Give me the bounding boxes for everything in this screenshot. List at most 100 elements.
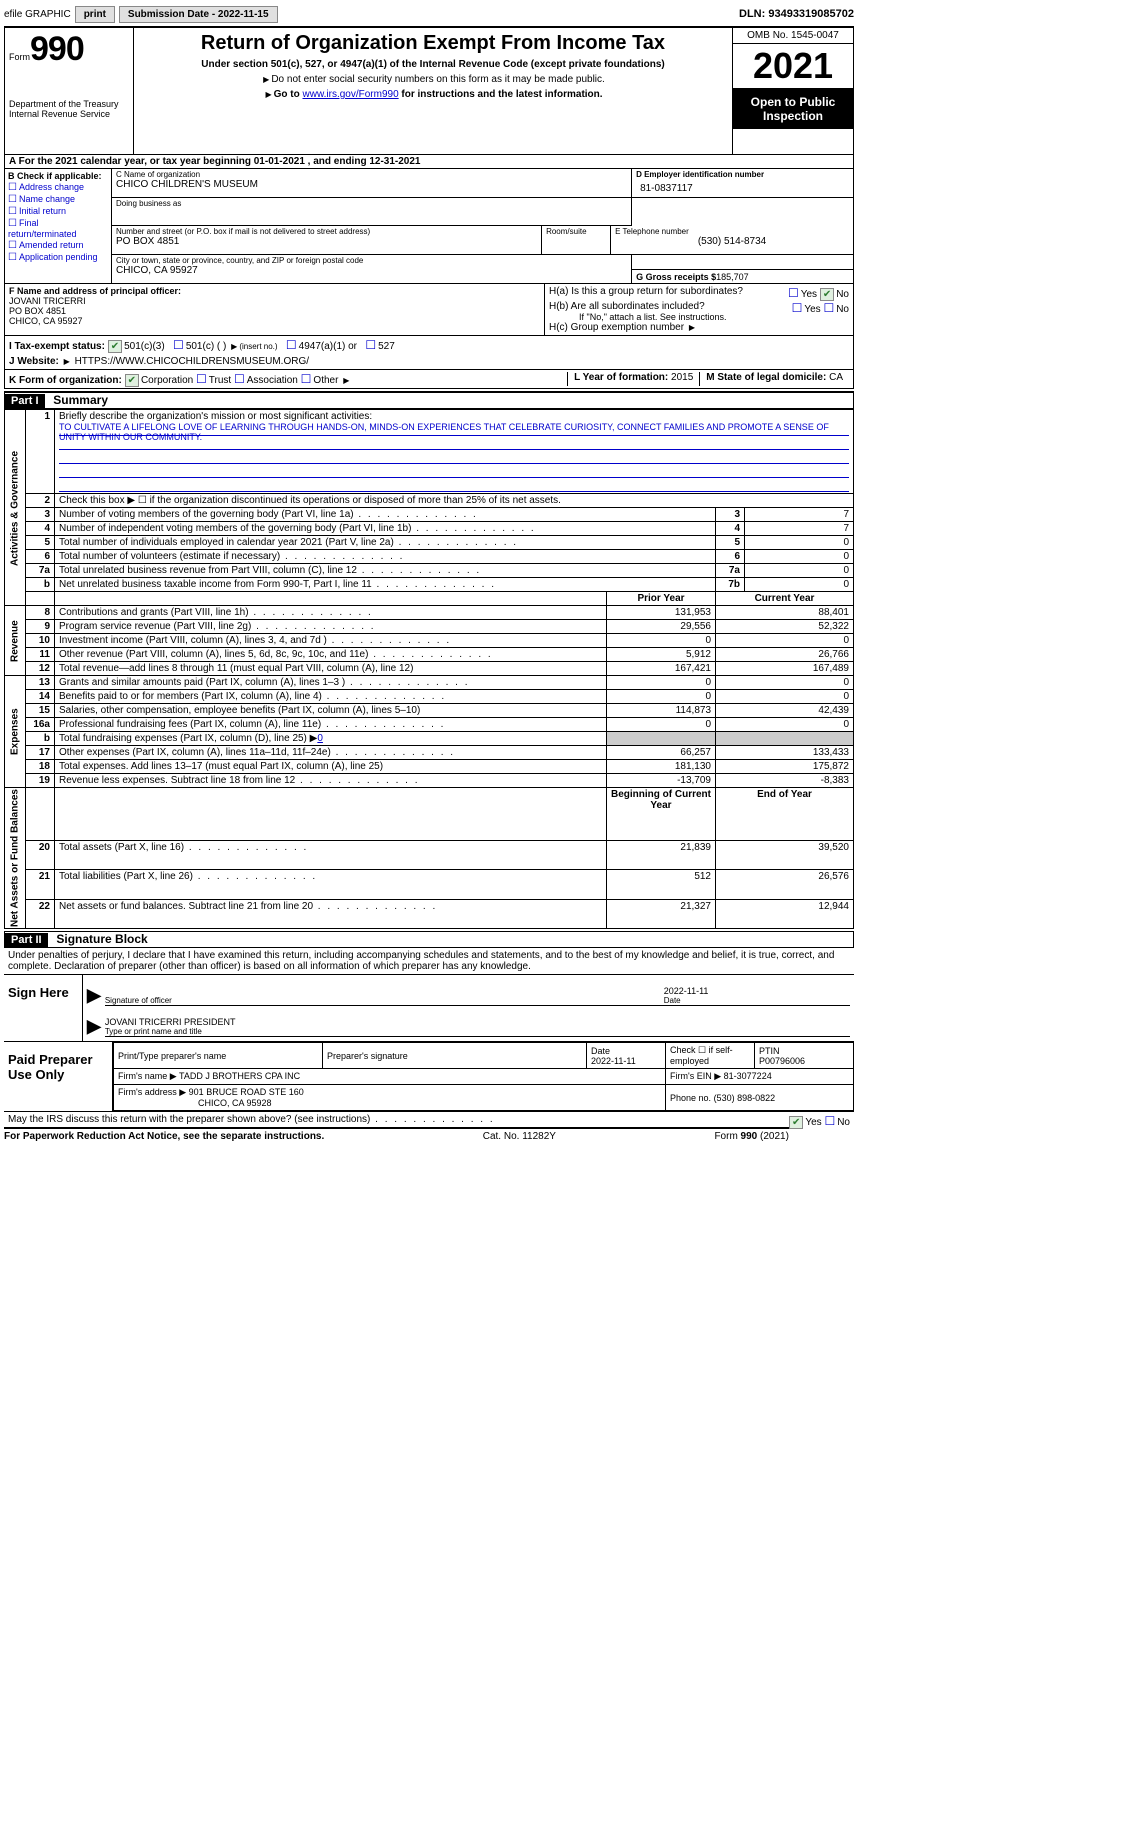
tax-year: 2021 [733, 44, 853, 89]
arrow-icon [229, 341, 239, 352]
website-value: HTTPS://WWW.CHICOCHILDRENSMUSEUM.ORG/ [75, 356, 309, 367]
side-na: Net Assets or Fund Balances [5, 788, 26, 929]
form-id: Form 990 (2021) [714, 1131, 788, 1142]
open-to-inspection: Open to Public Inspection [733, 89, 853, 129]
entity-block: B Check if applicable: Address change Na… [4, 169, 854, 284]
part2-title: Signature Block [50, 932, 147, 946]
prep-name-hdr: Print/Type preparer's name [114, 1043, 323, 1069]
firm-address: Firm's address ▶ 901 BRUCE ROAD STE 160C… [114, 1085, 666, 1111]
principal-officer: F Name and address of principal officer:… [5, 284, 544, 335]
prep-ptin: PTINP00796006 [755, 1043, 854, 1069]
signature-date: 2022-11-11 Date [664, 979, 850, 1006]
header-middle: Return of Organization Exempt From Incom… [134, 28, 732, 154]
row-a-tax-year: A For the 2021 calendar year, or tax yea… [4, 155, 854, 169]
chk-other[interactable] [301, 375, 314, 386]
mission-cell: Briefly describe the organization's miss… [55, 410, 854, 494]
side-rev: Revenue [5, 606, 26, 676]
officer-group-row: F Name and address of principal officer:… [4, 284, 854, 336]
arrow-icon [341, 375, 351, 386]
dln-label: DLN: 93493319085702 [739, 8, 854, 20]
part2-label: Part II [5, 933, 48, 947]
room-label: Room/suite [546, 227, 606, 236]
header-right: OMB No. 1545-0047 2021 Open to Public In… [732, 28, 853, 154]
gross-receipts-cell: G Gross receipts $185,707 [632, 255, 853, 283]
chk-initial-return[interactable]: Initial return [8, 206, 108, 217]
firm-name: Firm's name ▶ TADD J BROTHERS CPA INC [114, 1069, 666, 1085]
line16b: Total fundraising expenses (Part IX, col… [55, 732, 607, 746]
officer-signature[interactable]: Signature of officer [105, 979, 664, 1006]
chk-name-change[interactable]: Name change [8, 194, 108, 205]
org-name-label: C Name of organization [116, 170, 627, 179]
cat-no: Cat. No. 11282Y [483, 1131, 556, 1142]
arrow-icon [261, 74, 271, 85]
preparer-table: Print/Type preparer's name Preparer's si… [113, 1042, 854, 1111]
form-word: Form [9, 52, 30, 62]
ha-yes[interactable] [788, 289, 801, 300]
chk-trust[interactable] [196, 375, 209, 386]
hb-yes[interactable] [792, 304, 805, 315]
officer-name: JOVANI TRICERRI PRESIDENT Type or print … [105, 1010, 850, 1037]
prior-year-hdr: Prior Year [607, 592, 716, 606]
part1-label: Part I [5, 394, 45, 408]
city-value: CHICO, CA 95927 [116, 265, 627, 276]
chk-address-change[interactable]: Address change [8, 182, 108, 193]
prep-self-emp[interactable]: Check ☐ if self-employed [666, 1043, 755, 1069]
top-bar: efile GRAPHIC print Submission Date - 20… [4, 4, 854, 24]
street-value: PO BOX 4851 [116, 236, 537, 247]
part2-bar: Part II Signature Block [4, 931, 854, 948]
row-k-form-org: K Form of organization: Corporation Trus… [4, 370, 854, 389]
ein-cell: D Employer identification number 81-0837… [632, 169, 853, 198]
end-year-hdr: End of Year [716, 788, 854, 841]
arrow-icon [263, 89, 273, 100]
chk-527[interactable] [365, 341, 378, 352]
firm-phone: Phone no. (530) 898-0822 [666, 1085, 854, 1111]
chk-assoc[interactable] [234, 375, 247, 386]
tel-cell: E Telephone number (530) 514-8734 [611, 226, 853, 255]
prep-date: Date2022-11-11 [587, 1043, 666, 1069]
arrow-icon [687, 322, 697, 333]
org-name: CHICO CHILDREN'S MUSEUM [116, 179, 627, 190]
city-label: City or town, state or province, country… [116, 256, 627, 265]
paid-preparer-label: Paid Preparer Use Only [4, 1042, 113, 1111]
chk-501c3[interactable] [108, 341, 124, 352]
side-exp: Expenses [5, 676, 26, 788]
col-c-entity: C Name of organization CHICO CHILDREN'S … [112, 169, 853, 283]
chk-corp[interactable] [125, 375, 141, 386]
side-ag: Activities & Governance [5, 410, 26, 606]
preparer-row: Paid Preparer Use Only Print/Type prepar… [4, 1041, 854, 1111]
link-note: Go to www.irs.gov/Form990 for instructio… [140, 89, 726, 100]
signature-block: Under penalties of perjury, I declare th… [4, 948, 854, 1127]
submission-date-button[interactable]: Submission Date - 2022-11-15 [119, 6, 278, 23]
chk-amended[interactable]: Amended return [8, 240, 108, 251]
page-footer: For Paperwork Reduction Act Notice, see … [4, 1127, 789, 1142]
discuss-row: May the IRS discuss this return with the… [4, 1111, 854, 1127]
hb-no[interactable] [823, 304, 836, 315]
ssn-note: Do not enter social security numbers on … [140, 74, 726, 85]
arrow-icon: ▶ [87, 985, 101, 1006]
efile-label: efile GRAPHIC [4, 9, 71, 20]
declaration: Under penalties of perjury, I declare th… [4, 948, 854, 974]
arrow-icon: ▶ [87, 1016, 101, 1037]
print-button[interactable]: print [75, 6, 115, 23]
irs-link[interactable]: www.irs.gov/Form990 [303, 89, 399, 100]
discuss-no[interactable] [824, 1117, 837, 1128]
group-return: H(a) Is this a group return for subordin… [544, 284, 853, 335]
begin-year-hdr: Beginning of Current Year [607, 788, 716, 841]
chk-final-return[interactable]: Final return/terminated [8, 218, 108, 239]
col-b-checkboxes: B Check if applicable: Address change Na… [5, 169, 112, 283]
mission-text: TO CULTIVATE A LIFELONG LOVE OF LEARNING… [59, 422, 849, 436]
form-number: 990 [30, 30, 84, 68]
prep-sig-hdr: Preparer's signature [323, 1043, 587, 1069]
chk-501c[interactable] [173, 341, 186, 352]
signature-area: ▶ Signature of officer 2022-11-11 Date ▶… [83, 975, 854, 1041]
firm-ein: Firm's EIN ▶ 81-3077224 [666, 1069, 854, 1085]
arrow-icon [62, 356, 72, 367]
chk-app-pending[interactable]: Application pending [8, 252, 108, 263]
form-subtitle: Under section 501(c), 527, or 4947(a)(1)… [140, 59, 726, 70]
part1-bar: Part I Summary [4, 391, 854, 409]
form-title: Return of Organization Exempt From Incom… [140, 32, 726, 55]
ha-no-checked[interactable] [820, 289, 836, 300]
discuss-yes[interactable] [789, 1117, 805, 1128]
dba-label: Doing business as [116, 199, 627, 208]
chk-4947[interactable] [286, 341, 299, 352]
